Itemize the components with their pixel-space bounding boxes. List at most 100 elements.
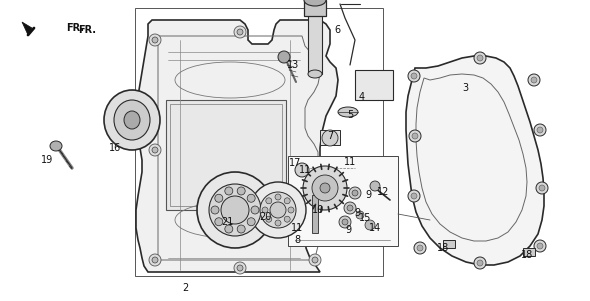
Text: 21: 21 xyxy=(221,217,233,227)
Ellipse shape xyxy=(260,192,296,228)
Ellipse shape xyxy=(312,37,318,43)
Text: 12: 12 xyxy=(377,187,389,197)
Ellipse shape xyxy=(225,187,233,195)
Ellipse shape xyxy=(312,175,338,201)
Ellipse shape xyxy=(124,111,140,129)
Ellipse shape xyxy=(104,90,160,150)
Ellipse shape xyxy=(234,262,246,274)
Text: 9: 9 xyxy=(365,190,371,200)
Ellipse shape xyxy=(409,130,421,142)
Ellipse shape xyxy=(303,166,347,210)
Bar xyxy=(308,4,322,74)
Text: 4: 4 xyxy=(359,92,365,102)
Ellipse shape xyxy=(308,70,322,78)
Ellipse shape xyxy=(356,211,364,219)
Ellipse shape xyxy=(339,216,351,228)
Bar xyxy=(304,0,326,16)
Text: 5: 5 xyxy=(347,110,353,120)
Ellipse shape xyxy=(250,182,306,238)
Ellipse shape xyxy=(211,206,219,214)
Ellipse shape xyxy=(322,130,338,146)
Text: 6: 6 xyxy=(334,25,340,35)
Ellipse shape xyxy=(149,34,161,46)
Ellipse shape xyxy=(237,225,245,233)
Ellipse shape xyxy=(537,127,543,133)
Ellipse shape xyxy=(152,147,158,153)
Ellipse shape xyxy=(149,254,161,266)
Ellipse shape xyxy=(275,220,281,226)
Ellipse shape xyxy=(275,194,281,200)
Text: 2: 2 xyxy=(182,283,188,293)
Text: 13: 13 xyxy=(287,60,299,70)
Ellipse shape xyxy=(237,29,243,35)
Ellipse shape xyxy=(278,51,290,63)
Ellipse shape xyxy=(262,207,268,213)
Ellipse shape xyxy=(305,0,325,9)
Ellipse shape xyxy=(365,220,375,230)
Ellipse shape xyxy=(50,141,62,151)
Ellipse shape xyxy=(412,133,418,139)
Text: 7: 7 xyxy=(327,131,333,141)
Text: 16: 16 xyxy=(109,143,121,153)
Ellipse shape xyxy=(234,26,246,38)
Ellipse shape xyxy=(320,183,330,193)
Text: 17: 17 xyxy=(289,158,301,168)
Ellipse shape xyxy=(251,206,259,214)
Text: 11: 11 xyxy=(299,165,311,175)
Text: 19: 19 xyxy=(41,155,53,165)
Ellipse shape xyxy=(309,254,321,266)
Polygon shape xyxy=(406,56,544,265)
Ellipse shape xyxy=(531,77,537,83)
Text: 9: 9 xyxy=(354,208,360,218)
Bar xyxy=(312,195,318,233)
Ellipse shape xyxy=(342,219,348,225)
Ellipse shape xyxy=(539,185,545,191)
Text: 15: 15 xyxy=(359,213,371,223)
Bar xyxy=(288,156,398,246)
Bar xyxy=(523,248,535,256)
Text: FR.: FR. xyxy=(78,25,96,35)
Ellipse shape xyxy=(411,73,417,79)
Ellipse shape xyxy=(352,190,358,196)
Text: 20: 20 xyxy=(259,212,271,222)
Ellipse shape xyxy=(247,218,255,226)
Ellipse shape xyxy=(225,225,233,233)
Ellipse shape xyxy=(215,218,223,226)
Text: 9: 9 xyxy=(345,225,351,235)
Ellipse shape xyxy=(534,240,546,252)
Bar xyxy=(170,104,282,206)
Ellipse shape xyxy=(209,184,261,236)
Ellipse shape xyxy=(411,193,417,199)
Polygon shape xyxy=(22,22,32,35)
Ellipse shape xyxy=(370,181,380,191)
Ellipse shape xyxy=(537,243,543,249)
Ellipse shape xyxy=(534,124,546,136)
Ellipse shape xyxy=(270,202,286,218)
Ellipse shape xyxy=(312,257,318,263)
Text: 11: 11 xyxy=(344,157,356,167)
Ellipse shape xyxy=(149,144,161,156)
Bar xyxy=(443,240,455,248)
Ellipse shape xyxy=(266,216,272,222)
Ellipse shape xyxy=(288,207,294,213)
Ellipse shape xyxy=(284,198,290,204)
Ellipse shape xyxy=(344,202,356,214)
Ellipse shape xyxy=(197,172,273,248)
Text: 8: 8 xyxy=(294,235,300,245)
Bar xyxy=(166,100,286,210)
Ellipse shape xyxy=(417,245,423,251)
Ellipse shape xyxy=(237,187,245,195)
Text: 10: 10 xyxy=(312,205,324,215)
Ellipse shape xyxy=(349,187,361,199)
Ellipse shape xyxy=(266,198,272,204)
Ellipse shape xyxy=(408,190,420,202)
Ellipse shape xyxy=(284,216,290,222)
Ellipse shape xyxy=(114,100,150,140)
Ellipse shape xyxy=(237,265,243,271)
Ellipse shape xyxy=(295,163,309,177)
Ellipse shape xyxy=(304,0,326,6)
Ellipse shape xyxy=(152,257,158,263)
Ellipse shape xyxy=(247,194,255,202)
Text: 11: 11 xyxy=(291,223,303,233)
Ellipse shape xyxy=(338,107,358,117)
